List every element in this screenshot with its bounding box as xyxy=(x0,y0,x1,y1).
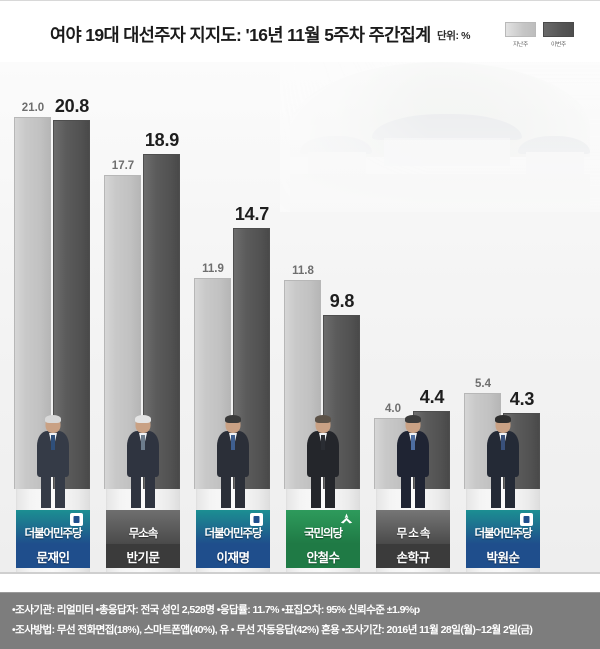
democratic-party-logo xyxy=(68,511,85,528)
chart-baseline xyxy=(0,572,600,574)
candidate-name-band: 박원순 xyxy=(466,544,540,568)
value-label-current-week: 14.7 xyxy=(234,204,270,224)
candidate-name-label: 손학규 xyxy=(396,550,430,565)
footer-line-1: •조사기관: 리얼미터 •총응답자: 전국 성인 2,528명 •응답률: 11… xyxy=(12,604,420,616)
party-label: 국민의당 xyxy=(304,528,343,540)
party-band: 더불어민주당 xyxy=(16,510,90,544)
unit-label: 단위: % xyxy=(437,30,471,42)
candidate-group-3[interactable]: 11.9 14.7 더불어민주당 xyxy=(188,62,278,574)
party-band: 더불어민주당 xyxy=(196,510,270,544)
party-band: 무 소 속 xyxy=(376,510,450,544)
value-label-previous-week: 21.0 xyxy=(21,102,45,114)
legend-item-current-week: 이번주 xyxy=(543,22,574,48)
candidate-name-label: 안철수 xyxy=(306,550,340,565)
legend-swatch-current-week xyxy=(543,22,574,37)
party-label: 더불어민주당 xyxy=(204,528,263,540)
legend-item-previous-week: 지난주 xyxy=(505,22,536,48)
chart-title: 여야 19대 대선주자 지지도: '16년 11월 5주차 주간집계 xyxy=(50,25,431,45)
value-label-current-week: 9.8 xyxy=(329,291,355,311)
value-label-previous-week: 11.8 xyxy=(292,265,314,277)
candidate-name-label: 반기문 xyxy=(126,550,160,565)
party-label: 무소속 xyxy=(128,528,159,540)
bar-pair: 21.0 20.8 xyxy=(14,96,92,489)
value-label-previous-week: 17.7 xyxy=(111,160,135,172)
candidate-photo xyxy=(300,415,346,508)
bar-previous-week[interactable] xyxy=(14,117,51,489)
peoples-party-logo xyxy=(338,511,355,528)
legend-label-previous-week: 지난주 xyxy=(513,42,528,48)
value-label-previous-week: 4.0 xyxy=(385,403,401,415)
bar-previous-week[interactable] xyxy=(194,278,231,489)
candidate-name-band: 이재명 xyxy=(196,544,270,568)
candidate-group-2[interactable]: 17.7 18.9 무소속 반기문 xyxy=(98,62,188,574)
value-label-current-week: 4.4 xyxy=(419,387,445,407)
footer-divider xyxy=(0,592,600,593)
survey-methodology-footer: •조사기관: 리얼미터 •총응답자: 전국 성인 2,528명 •응답률: 11… xyxy=(0,592,600,649)
candidate-name-band: 반기문 xyxy=(106,544,180,568)
candidate-name-band: 안철수 xyxy=(286,544,360,568)
candidate-group-5[interactable]: 4.0 4.4 무 소 속 손학규 xyxy=(368,62,458,574)
blue-house-watermark-image xyxy=(280,62,600,212)
value-label-current-week: 18.9 xyxy=(144,130,180,150)
footer-line-2: •조사방법: 무선 전화면접(18%), 스마트폰앱(40%), 유 • 무선 … xyxy=(12,624,533,636)
chart-plot-area: 21.0 20.8 더불어민주당 xyxy=(0,62,600,574)
value-label-previous-week: 5.4 xyxy=(475,378,491,390)
title-row: 여야 19대 대선주자 지지도: '16년 11월 5주차 주간집계 단위: % xyxy=(0,16,600,62)
party-label: 더불어민주당 xyxy=(474,528,533,540)
candidate-group-1[interactable]: 21.0 20.8 더불어민주당 xyxy=(8,62,98,574)
candidate-name-label: 이재명 xyxy=(216,550,250,565)
party-label: 더불어민주당 xyxy=(24,528,83,540)
democratic-party-logo xyxy=(248,511,265,528)
candidate-photo xyxy=(120,415,166,508)
value-label-current-week: 20.8 xyxy=(54,96,90,116)
party-band: 국민의당 xyxy=(286,510,360,544)
legend-swatch-previous-week xyxy=(505,22,536,37)
candidate-photo xyxy=(480,415,526,508)
candidate-group-6[interactable]: 5.4 4.3 더불어민주당 xyxy=(458,62,548,574)
candidate-name-label: 박원순 xyxy=(486,550,520,565)
value-label-previous-week: 11.9 xyxy=(202,263,224,275)
top-divider xyxy=(0,0,600,1)
chart-legend: 지난주 이번주 xyxy=(505,22,577,56)
party-band: 무소속 xyxy=(106,510,180,544)
legend-label-current-week: 이번주 xyxy=(551,42,566,48)
democratic-party-logo xyxy=(518,511,535,528)
candidate-photo xyxy=(30,415,76,508)
value-label-current-week: 4.3 xyxy=(509,389,535,409)
party-label: 무 소 속 xyxy=(396,528,431,540)
candidate-photo xyxy=(210,415,256,508)
candidate-name-label: 문재인 xyxy=(36,550,70,565)
candidate-name-band: 문재인 xyxy=(16,544,90,568)
candidate-group-4[interactable]: 11.8 9.8 국민의당 xyxy=(278,62,368,574)
candidate-name-band: 손학규 xyxy=(376,544,450,568)
party-band: 더불어민주당 xyxy=(466,510,540,544)
candidate-photo xyxy=(390,415,436,508)
